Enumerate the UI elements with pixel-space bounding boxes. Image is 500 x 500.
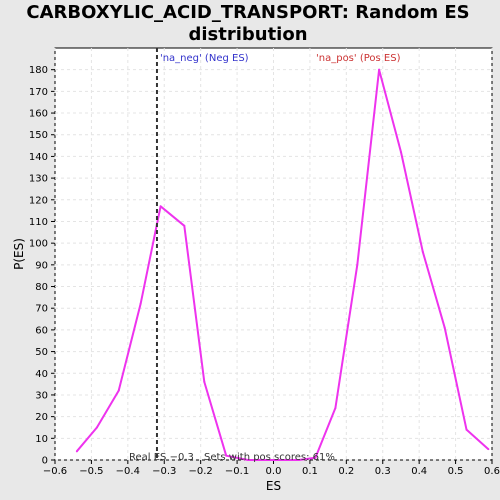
x-tick-label: 0.2 — [338, 466, 354, 477]
y-tick-label: 140 — [29, 152, 48, 163]
x-tick-label: −0.2 — [189, 466, 213, 477]
series-point — [297, 459, 300, 461]
y-tick-label: 70 — [35, 304, 48, 315]
series-point — [443, 326, 446, 329]
series-point — [334, 406, 337, 409]
series-point — [272, 459, 275, 461]
y-tick-label: 150 — [29, 130, 48, 141]
x-tick-label: −0.3 — [152, 466, 176, 477]
series-line — [76, 68, 490, 461]
x-axis-label: ES — [266, 479, 281, 493]
x-tick-label: −0.5 — [79, 466, 103, 477]
series-point — [75, 450, 78, 453]
real-es-label: Real ES −0.3 — [129, 452, 194, 463]
series-point — [399, 151, 402, 154]
y-tick-label: 30 — [35, 390, 48, 401]
series-point — [183, 224, 186, 227]
series-point — [314, 456, 317, 459]
y-tick-label: 20 — [35, 412, 48, 423]
series-point — [159, 205, 162, 208]
series-point — [247, 459, 250, 461]
series-point — [139, 302, 142, 305]
series-point — [356, 263, 359, 266]
x-tick-label: 0.6 — [484, 466, 500, 477]
x-tick-label: 0.4 — [411, 466, 427, 477]
y-tick-label: 130 — [29, 174, 48, 185]
y-tick-label: 50 — [35, 347, 48, 358]
x-tick-label: 0.1 — [302, 466, 318, 477]
sets-pos-scores-label: Sets with pos scores: 61% — [204, 452, 335, 463]
series-point — [465, 428, 468, 431]
y-tick-label: 60 — [35, 325, 48, 336]
y-tick-label: 180 — [29, 65, 48, 76]
y-tick-label: 10 — [35, 434, 48, 445]
y-tick-label: 0 — [42, 456, 48, 467]
x-tick-label: −0.1 — [225, 466, 249, 477]
y-tick-label: 160 — [29, 109, 48, 120]
x-tick-label: 0.3 — [375, 466, 391, 477]
series-point — [117, 389, 120, 392]
y-tick-label: 90 — [35, 260, 48, 271]
y-tick-label: 100 — [29, 239, 48, 250]
chart-title: CARBOXYLIC_ACID_TRANSPORT: Random ES — [26, 2, 469, 23]
x-tick-label: 0.0 — [266, 466, 282, 477]
y-axis-label: P(ES) — [12, 238, 26, 270]
series-point — [487, 448, 490, 451]
series-point — [203, 380, 206, 383]
y-tick-label: 170 — [29, 87, 48, 98]
y-tick-label: 80 — [35, 282, 48, 293]
series-point — [95, 426, 98, 429]
x-tick-label: 0.5 — [448, 466, 464, 477]
y-tick-label: 110 — [29, 217, 48, 228]
pos-es-label: 'na_pos' (Pos ES) — [316, 53, 401, 64]
y-tick-label: 40 — [35, 369, 48, 380]
x-tick-label: −0.6 — [43, 466, 67, 477]
x-tick-label: −0.4 — [116, 466, 140, 477]
series-point — [225, 454, 228, 457]
series-point — [378, 68, 381, 71]
y-tick-label: 120 — [29, 195, 48, 206]
chart-title: distribution — [188, 24, 307, 45]
series-point — [421, 250, 424, 253]
neg-es-label: 'na_neg' (Neg ES) — [160, 53, 249, 64]
